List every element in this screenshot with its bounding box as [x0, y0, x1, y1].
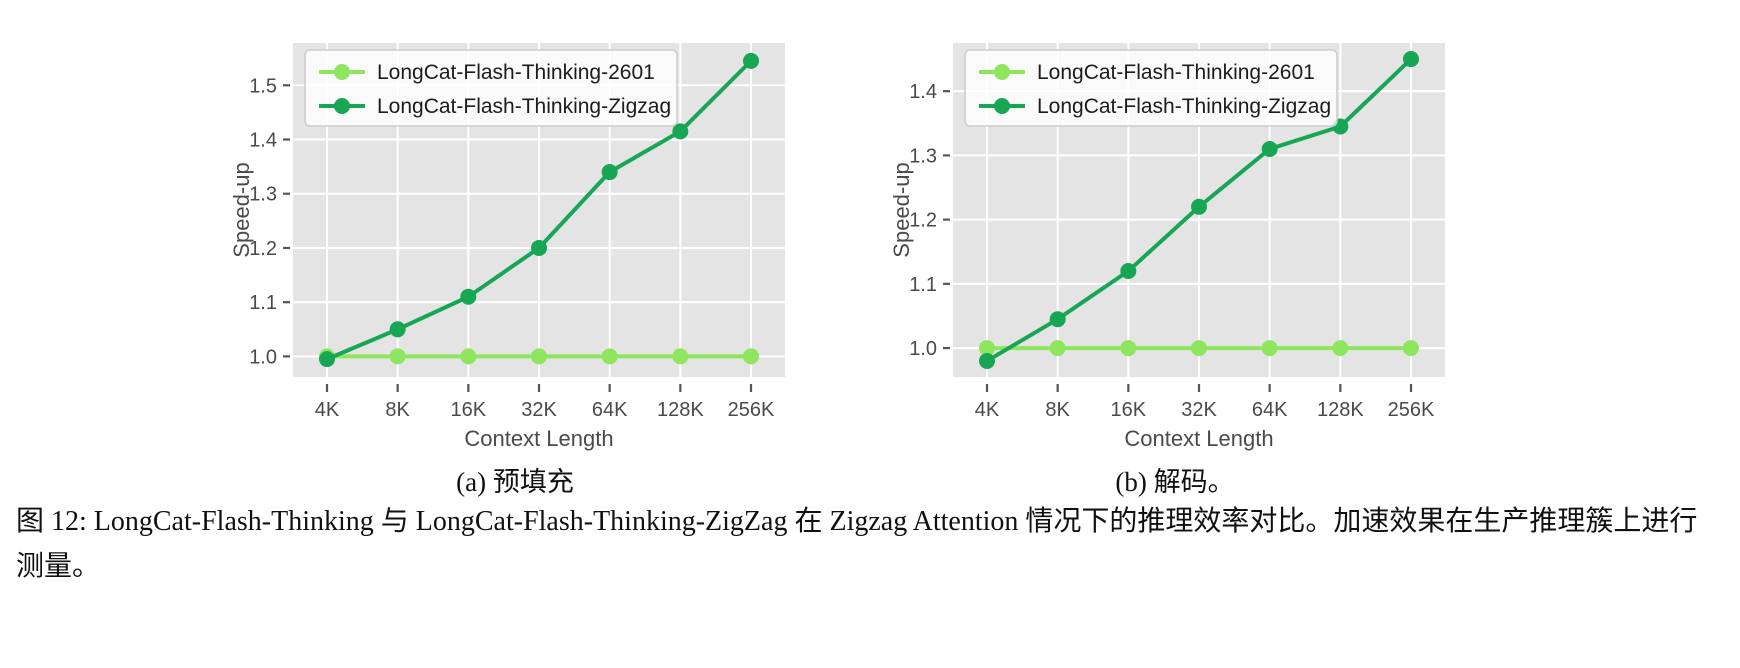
y-tick-label: 1.1	[909, 274, 937, 296]
data-point	[531, 239, 547, 256]
data-point	[743, 52, 759, 69]
x-tick-label: 8K	[1045, 399, 1070, 421]
axis-ticks: 1.0 1.1 1.2 1.3 1.4 4K 8K 16K 32K 64K 128K 256K	[909, 81, 1435, 421]
y-tick-label: 1.0	[909, 338, 937, 360]
x-tick-label: 256K	[728, 399, 775, 421]
x-tick-label: 16K	[1111, 399, 1147, 421]
y-tick-label: 1.4	[249, 130, 277, 152]
data-point	[1191, 198, 1207, 215]
y-tick-label: 1.3	[909, 145, 937, 167]
y-tick-label: 1.3	[249, 184, 277, 206]
data-point	[979, 340, 995, 357]
y-tick-label: 1.1	[249, 292, 277, 314]
x-tick-label: 32K	[1181, 399, 1217, 421]
x-tick-label: 16K	[451, 399, 487, 421]
x-tick-label: 128K	[1317, 399, 1364, 421]
decode-chart-block: 1.0 1.1 1.2 1.3 1.4 4K 8K 16K 32K 64K 128K 256K Spee…	[885, 14, 1465, 499]
x-tick-label: 64K	[592, 399, 628, 421]
data-point	[531, 348, 547, 365]
figure-caption: 图 12: LongCat-Flash-Thinking 与 LongCat-F…	[16, 506, 1698, 582]
data-point	[319, 351, 335, 368]
subcaption-b: (b) 解码。	[1115, 467, 1235, 497]
legend-marker-dot	[334, 64, 350, 80]
data-point	[672, 123, 689, 140]
legend-marker-dot	[994, 64, 1010, 80]
series-LongCat-Flash-Thinking-2601	[979, 340, 1419, 357]
x-tick-label: 64K	[1252, 399, 1288, 421]
legend-label: LongCat-Flash-Thinking-Zigzag	[377, 95, 671, 118]
legend-marker-dot	[994, 98, 1010, 114]
x-tick-label: 32K	[521, 399, 557, 421]
x-tick-label: 4K	[315, 399, 340, 421]
series-LongCat-Flash-Thinking-2601	[319, 348, 759, 365]
data-point	[1120, 263, 1137, 280]
legend-label: LongCat-Flash-Thinking-2601	[1037, 61, 1315, 84]
prefill-chart-block: 1.0 1.1 1.2 1.3 1.4 1.5 4K 8K 16K 32K 64K 128K 256K S…	[225, 14, 805, 499]
decode-chart: 1.0 1.1 1.2 1.3 1.4 4K 8K 16K 32K 64K 128K 256K Spee…	[889, 43, 1445, 451]
data-point	[979, 352, 995, 369]
x-tick-label: 256K	[1388, 399, 1435, 421]
x-axis-label: Context Length	[1124, 426, 1273, 451]
legend-label: LongCat-Flash-Thinking-2601	[377, 61, 655, 84]
prefill-chart: 1.0 1.1 1.2 1.3 1.4 1.5 4K 8K 16K 32K 64K 128K 256K S…	[229, 43, 785, 451]
data-point	[1403, 340, 1419, 357]
y-axis-label: Speed-up	[889, 162, 914, 257]
data-point	[1261, 340, 1278, 357]
legend-marker-dot	[334, 98, 350, 114]
data-point	[1049, 340, 1066, 357]
data-point	[1049, 311, 1066, 328]
x-tick-label: 4K	[975, 399, 1000, 421]
data-point	[601, 164, 618, 181]
data-point	[460, 348, 477, 365]
x-axis-label: Context Length	[464, 426, 613, 451]
x-tick-label: 128K	[657, 399, 704, 421]
legend: LongCat-Flash-Thinking-2601 LongCat-Flash…	[304, 49, 678, 127]
y-tick-label: 1.2	[909, 210, 937, 232]
data-point	[1403, 51, 1419, 68]
legend: LongCat-Flash-Thinking-2601 LongCat-Flash…	[964, 49, 1338, 127]
data-point	[743, 348, 759, 365]
x-tick-label: 8K	[385, 399, 410, 421]
data-point	[389, 321, 406, 338]
axis-ticks: 1.0 1.1 1.2 1.3 1.4 1.5 4K 8K 16K 32K 64K 128K 256K	[249, 75, 775, 421]
data-point	[1332, 340, 1349, 357]
y-axis-label: Speed-up	[229, 162, 254, 257]
y-tick-label: 1.2	[249, 238, 277, 260]
y-tick-label: 1.4	[909, 81, 937, 103]
y-tick-label: 1.5	[249, 75, 277, 97]
data-point	[389, 348, 406, 365]
series-LongCat-Flash-Thinking-Zigzag	[319, 52, 759, 368]
data-point	[460, 288, 477, 305]
y-tick-label: 1.0	[249, 346, 277, 368]
legend-label: LongCat-Flash-Thinking-Zigzag	[1037, 95, 1331, 118]
data-point	[1120, 340, 1137, 357]
data-point	[1191, 340, 1207, 357]
data-point	[672, 348, 689, 365]
series-LongCat-Flash-Thinking-Zigzag	[979, 51, 1419, 369]
subcaption-a: (a) 预填充	[456, 467, 574, 497]
data-point	[1261, 140, 1278, 157]
data-point	[601, 348, 618, 365]
